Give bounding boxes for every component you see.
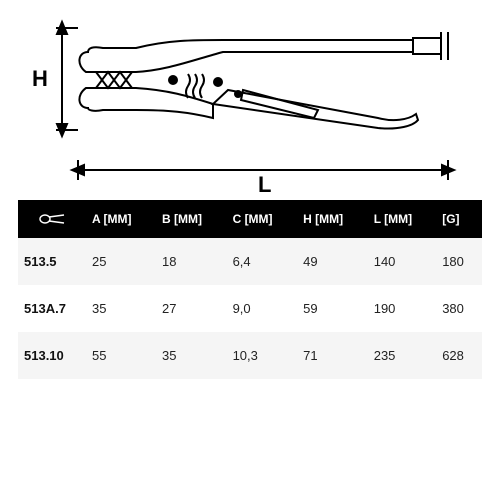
cell-model: 513.5 [18, 238, 86, 285]
col-header-b: B [MM] [156, 200, 227, 238]
spec-table-head: A [MM] B [MM] C [MM] H [MM] L [MM] [G] [18, 200, 482, 238]
cell-b: 35 [156, 332, 227, 379]
dim-label-L: L [258, 172, 271, 197]
col-header-c: C [MM] [227, 200, 298, 238]
spec-table-body: 513.5 25 18 6,4 49 140 180 513A.7 35 27 … [18, 238, 482, 379]
cell-c: 10,3 [227, 332, 298, 379]
cell-model: 513.10 [18, 332, 86, 379]
cell-b: 27 [156, 285, 227, 332]
diagram: H L [18, 10, 482, 200]
col-header-icon [18, 200, 86, 238]
cell-c: 6,4 [227, 238, 298, 285]
cell-a: 25 [86, 238, 156, 285]
spec-sheet: H L [0, 0, 500, 500]
cell-h: 49 [297, 238, 368, 285]
cell-l: 235 [368, 332, 436, 379]
cell-model: 513A.7 [18, 285, 86, 332]
col-header-l: L [MM] [368, 200, 436, 238]
cell-a: 35 [86, 285, 156, 332]
pliers-icon [38, 212, 66, 226]
cell-h: 59 [297, 285, 368, 332]
pliers-diagram-svg: H L [18, 10, 482, 200]
cell-g: 628 [436, 332, 482, 379]
spec-table: A [MM] B [MM] C [MM] H [MM] L [MM] [G] 5… [18, 200, 482, 379]
cell-g: 180 [436, 238, 482, 285]
col-header-a: A [MM] [86, 200, 156, 238]
cell-c: 9,0 [227, 285, 298, 332]
table-row: 513A.7 35 27 9,0 59 190 380 [18, 285, 482, 332]
cell-a: 55 [86, 332, 156, 379]
dim-label-H: H [32, 66, 48, 91]
table-row: 513.5 25 18 6,4 49 140 180 [18, 238, 482, 285]
table-row: 513.10 55 35 10,3 71 235 628 [18, 332, 482, 379]
cell-l: 190 [368, 285, 436, 332]
cell-h: 71 [297, 332, 368, 379]
cell-b: 18 [156, 238, 227, 285]
col-header-g: [G] [436, 200, 482, 238]
col-header-h: H [MM] [297, 200, 368, 238]
cell-g: 380 [436, 285, 482, 332]
cell-l: 140 [368, 238, 436, 285]
